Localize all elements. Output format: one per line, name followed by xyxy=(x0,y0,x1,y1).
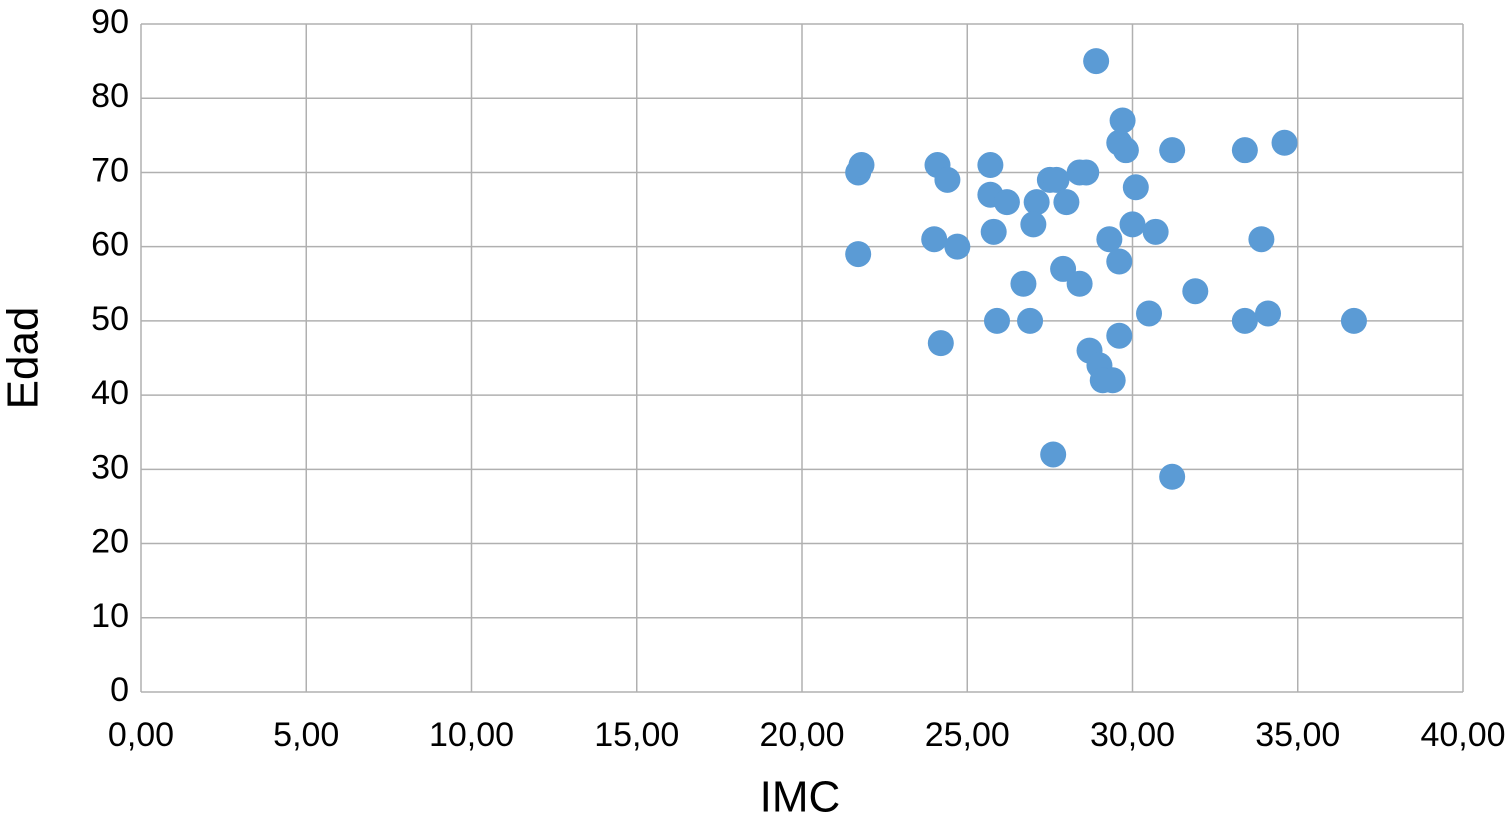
point xyxy=(1106,322,1133,349)
point xyxy=(1106,248,1133,275)
y-tick-label: 20 xyxy=(91,523,129,561)
point xyxy=(1142,218,1169,245)
point xyxy=(1136,300,1163,327)
y-tick-label: 50 xyxy=(91,300,129,338)
x-tick-label: 25,00 xyxy=(925,716,1010,754)
x-tick-label: 15,00 xyxy=(594,716,679,754)
point xyxy=(1159,137,1186,164)
point xyxy=(1099,367,1126,394)
point xyxy=(1050,255,1077,282)
point xyxy=(1083,48,1110,75)
y-tick-label: 90 xyxy=(91,3,129,41)
y-tick-label: 70 xyxy=(91,151,129,189)
point xyxy=(1020,211,1047,238)
y-tick-label: 10 xyxy=(91,597,129,635)
point xyxy=(1255,300,1282,327)
point xyxy=(845,241,872,268)
point xyxy=(1073,159,1100,186)
point xyxy=(1066,270,1093,297)
x-tick-label: 5,00 xyxy=(273,716,339,754)
point xyxy=(944,233,971,260)
point xyxy=(1023,189,1050,216)
point xyxy=(921,226,948,253)
point xyxy=(934,166,961,193)
point xyxy=(980,218,1007,245)
y-tick-label: 60 xyxy=(91,226,129,264)
point xyxy=(1112,137,1139,164)
point xyxy=(848,152,875,179)
x-tick-label: 10,00 xyxy=(429,716,514,754)
point xyxy=(1017,307,1044,334)
x-tick-label: 20,00 xyxy=(759,716,844,754)
point xyxy=(1109,107,1136,134)
y-tick-label: 40 xyxy=(91,374,129,412)
point xyxy=(1248,226,1275,253)
point xyxy=(1096,226,1123,253)
y-axis-label: Edad xyxy=(0,307,48,410)
point xyxy=(1231,137,1258,164)
x-tick-label: 30,00 xyxy=(1090,716,1175,754)
point xyxy=(1043,166,1070,193)
x-tick-label: 0,00 xyxy=(108,716,174,754)
point xyxy=(993,189,1020,216)
y-tick-label: 0 xyxy=(110,671,129,709)
point xyxy=(1040,441,1067,468)
x-tick-label: 40,00 xyxy=(1420,716,1505,754)
point xyxy=(1053,189,1080,216)
point xyxy=(1340,307,1367,334)
point xyxy=(1182,278,1209,305)
point xyxy=(977,152,1004,179)
point xyxy=(1010,270,1037,297)
point xyxy=(1159,463,1186,490)
point xyxy=(983,307,1010,334)
x-axis-label: IMC xyxy=(760,773,841,822)
point xyxy=(1122,174,1149,201)
y-tick-label: 30 xyxy=(91,448,129,486)
point xyxy=(1231,307,1258,334)
x-tick-label: 35,00 xyxy=(1255,716,1340,754)
point xyxy=(927,330,954,357)
point xyxy=(1271,129,1298,156)
point xyxy=(1119,211,1146,238)
y-tick-label: 80 xyxy=(91,77,129,115)
